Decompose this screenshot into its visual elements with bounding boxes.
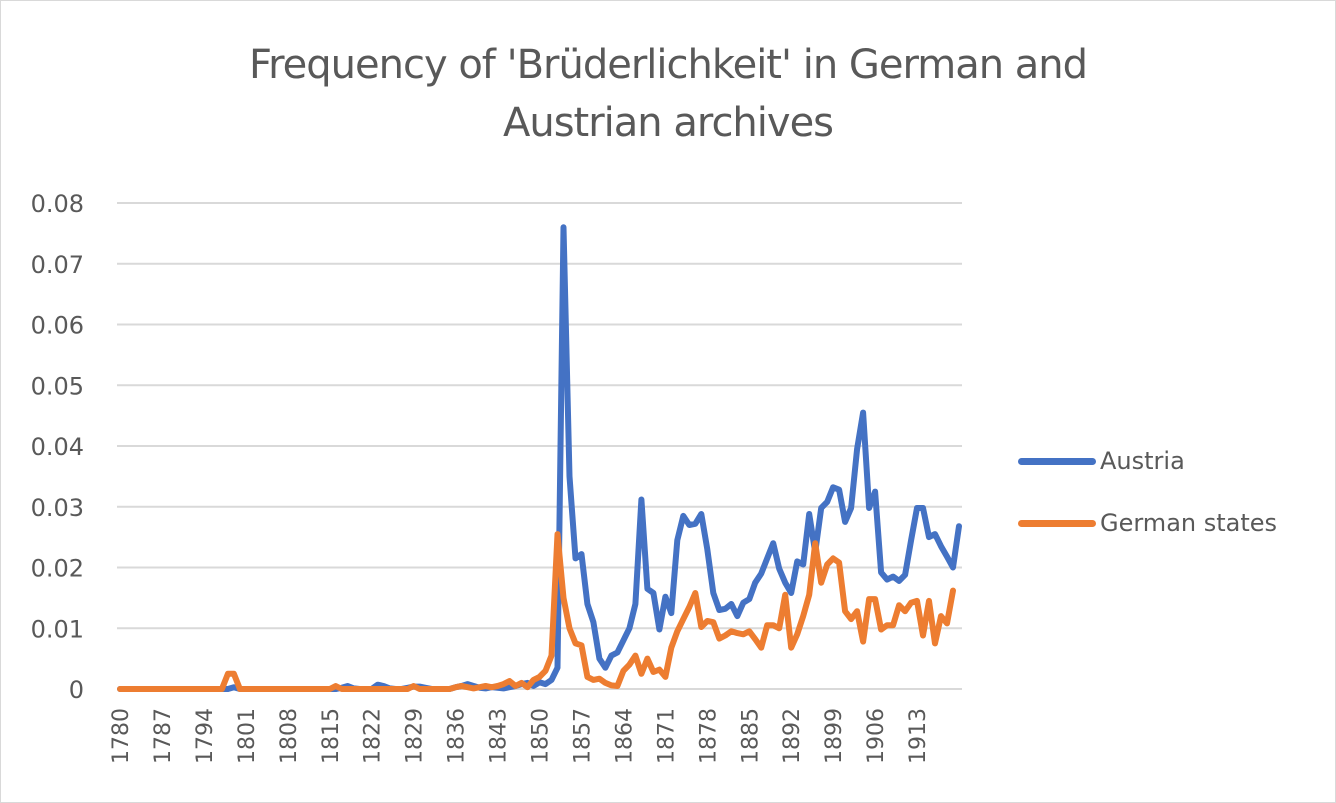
y-axis-ticks: 0 0.01 0.02 0.03 0.04 0.05 0.06 0.07 0.08 [31, 190, 84, 704]
x-tick-label: 1871 [654, 708, 679, 764]
y-tick-label: 0.03 [31, 494, 84, 522]
x-tick-label: 1787 [151, 708, 176, 764]
legend-label-german-states: German states [1100, 509, 1278, 537]
x-tick-label: 1857 [570, 708, 595, 764]
x-tick-label: 1815 [319, 708, 344, 764]
x-tick-label: 1878 [696, 708, 721, 764]
x-tick-label: 1906 [864, 708, 889, 764]
x-tick-label: 1836 [445, 708, 470, 764]
y-tick-label: 0.06 [31, 312, 84, 340]
x-tick-label: 1780 [109, 708, 134, 764]
legend-item-austria[interactable]: Austria [1018, 430, 1277, 492]
y-tick-label: 0.01 [31, 615, 84, 643]
data-series [117, 224, 962, 692]
x-tick-label: 1829 [403, 708, 428, 764]
y-tick-label: 0.07 [31, 251, 84, 279]
legend-label-austria: Austria [1100, 447, 1185, 475]
chart-title: Frequency of 'Brüderlichkeit' in German … [0, 36, 1336, 152]
chart-title-line-1: Frequency of 'Brüderlichkeit' in German … [248, 42, 1088, 88]
x-tick-label: 1864 [612, 708, 637, 764]
chart-title-line-2: Austrian archives [502, 100, 834, 146]
y-tick-label: 0.05 [31, 372, 84, 400]
x-tick-label: 1794 [193, 708, 218, 764]
x-tick-label: 1801 [235, 708, 260, 764]
legend-line-austria-icon [1018, 457, 1096, 465]
y-tick-label: 0 [69, 676, 84, 704]
x-tick-label: 1808 [277, 708, 302, 764]
x-tick-label: 1850 [529, 708, 554, 764]
y-tick-label: 0.04 [31, 433, 84, 461]
gridlines [117, 202, 962, 690]
x-tick-label: 1843 [487, 708, 512, 764]
series-line-austria[interactable] [117, 224, 962, 692]
legend-line-german-states-icon [1018, 519, 1096, 527]
series-line-german-states[interactable] [117, 531, 956, 692]
legend-item-german-states[interactable]: German states [1018, 492, 1277, 554]
x-tick-label: 1885 [738, 708, 763, 764]
legend: Austria German states [1018, 430, 1277, 554]
y-tick-label: 0.08 [31, 190, 84, 218]
x-tick-label: 1899 [822, 708, 847, 764]
y-tick-label: 0.02 [31, 555, 84, 583]
x-axis-ticks: 1780 1787 1794 1801 1808 1815 1822 1829 1836 1843… [109, 708, 931, 764]
x-tick-label: 1913 [906, 708, 931, 764]
x-tick-label: 1892 [780, 708, 805, 764]
x-tick-label: 1822 [361, 708, 386, 764]
